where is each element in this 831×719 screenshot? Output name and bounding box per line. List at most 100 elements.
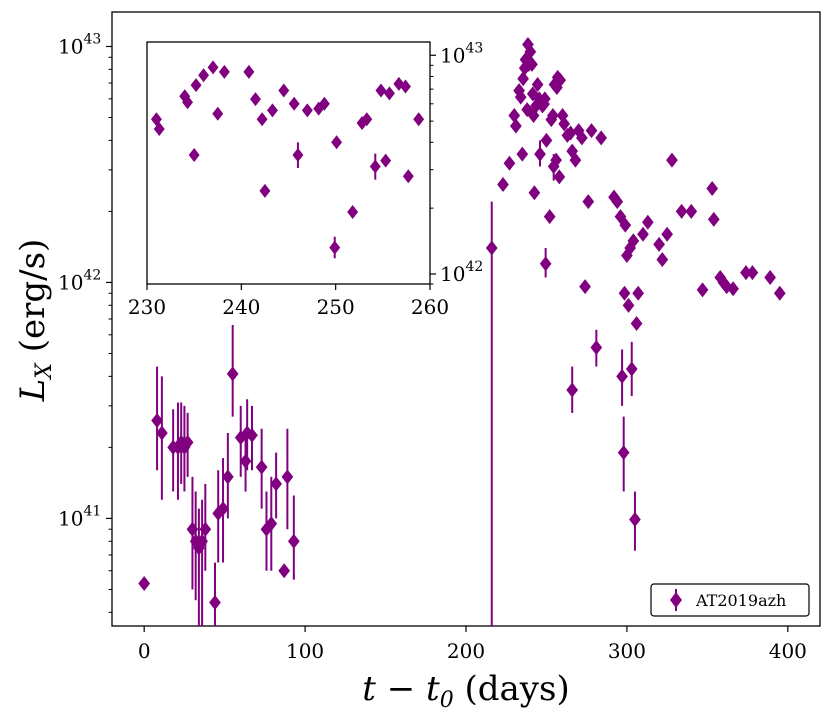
main-point-57	[543, 209, 556, 225]
inset-point-9	[218, 64, 230, 79]
main-x-axis: 0 100 200 300 400	[138, 626, 807, 663]
inset-xtick-label-3: 260	[411, 295, 449, 319]
inset-point-8	[212, 106, 224, 121]
main-point-106	[707, 211, 720, 227]
main-point-112	[746, 265, 759, 281]
main-point-75	[579, 279, 591, 295]
main-point-101	[666, 152, 678, 168]
legend-marker	[670, 592, 682, 608]
main-point-77	[585, 123, 598, 139]
main-point-31	[503, 155, 516, 171]
main-point-104	[696, 282, 709, 298]
legend: AT2019azh	[650, 583, 810, 617]
main-point-111	[740, 265, 752, 281]
inset-point-20	[318, 96, 330, 111]
inset-ytick-label-1: 1043	[440, 40, 483, 67]
main-point-62	[550, 152, 562, 168]
main-point-0	[138, 575, 151, 591]
main-point-108	[717, 274, 730, 290]
legend-box	[650, 583, 810, 617]
main-ytick-label-1: 1042	[58, 267, 101, 294]
main-xtick-label-0: 0	[138, 639, 151, 663]
main-point-59	[547, 107, 559, 123]
inset-point-27	[375, 83, 387, 98]
legend-label: AT2019azh	[695, 591, 786, 610]
main-point-96	[637, 226, 649, 242]
main-point-33	[510, 118, 522, 134]
inset-point-25	[361, 112, 373, 127]
main-point-7	[181, 434, 194, 450]
inset-point-33	[413, 112, 425, 127]
main-ytick-label-2: 1043	[58, 31, 101, 58]
inset-point-4	[188, 147, 200, 162]
inset-data-series	[150, 60, 425, 259]
main-xtick-label-3: 300	[608, 639, 646, 663]
main-point-1	[151, 412, 163, 428]
inset-x-axis: 230 240 250 260	[128, 284, 449, 319]
main-point-91	[625, 361, 638, 377]
main-point-40	[521, 102, 533, 118]
main-point-2	[156, 425, 168, 441]
main-point-27	[281, 469, 294, 485]
main-point-94	[630, 315, 643, 331]
main-y-axis: 1041 1042 1043	[58, 31, 112, 613]
main-point-47	[528, 185, 541, 201]
main-point-66	[554, 72, 566, 88]
main-point-72	[569, 152, 582, 168]
inset-point-18	[301, 103, 313, 118]
main-xtick-label-4: 400	[769, 639, 807, 663]
main-point-73	[572, 123, 585, 139]
main-point-32	[508, 107, 521, 123]
main-point-34	[513, 83, 525, 99]
main-point-54	[538, 91, 551, 107]
inset-xtick-label-0: 230	[128, 295, 166, 319]
main-point-25	[270, 476, 282, 492]
main-point-15	[217, 501, 229, 517]
main-point-78	[590, 340, 603, 356]
inset-y-axis: 1042 1043	[430, 40, 483, 286]
main-point-19	[239, 453, 252, 469]
main-point-21	[246, 427, 258, 443]
main-point-22	[255, 459, 268, 475]
main-data-series	[138, 36, 786, 626]
inset-point-7	[207, 60, 219, 75]
main-point-99	[656, 252, 669, 268]
inset-point-29	[383, 86, 395, 101]
inset-point-28	[380, 153, 392, 168]
main-point-74	[576, 130, 588, 146]
inset-point-31	[402, 169, 414, 184]
inset-point-32	[400, 79, 411, 94]
main-point-70	[564, 125, 577, 141]
main-point-51	[534, 146, 546, 162]
inset-point-26	[369, 159, 381, 174]
inset-point-12	[256, 112, 268, 127]
main-point-82	[611, 194, 624, 210]
main-ytick-label-0: 1041	[58, 503, 101, 530]
main-point-76	[582, 194, 595, 210]
main-point-95	[632, 285, 645, 301]
inset-point-22	[331, 135, 343, 150]
inset-point-10	[243, 64, 255, 79]
inset-ytick-label-0: 1042	[440, 259, 483, 286]
main-point-68	[558, 116, 571, 132]
main-point-102	[675, 203, 688, 219]
main-point-98	[653, 236, 665, 252]
main-point-23	[260, 521, 273, 537]
inset-plot-frame	[146, 41, 431, 285]
main-point-113	[764, 269, 776, 285]
main-point-83	[614, 209, 627, 225]
main-point-90	[624, 240, 636, 256]
inset-point-5	[190, 78, 202, 93]
main-point-28	[287, 533, 300, 549]
inset-point-11	[250, 92, 261, 107]
main-point-85	[617, 445, 630, 461]
main-point-12	[199, 521, 212, 537]
inset-point-13	[259, 183, 271, 198]
main-point-55	[539, 256, 552, 272]
inset-point-16	[288, 96, 300, 111]
inset-point-3	[182, 95, 194, 110]
main-point-26	[278, 563, 291, 579]
inset-point-17	[292, 147, 304, 162]
main-point-29	[485, 240, 498, 256]
